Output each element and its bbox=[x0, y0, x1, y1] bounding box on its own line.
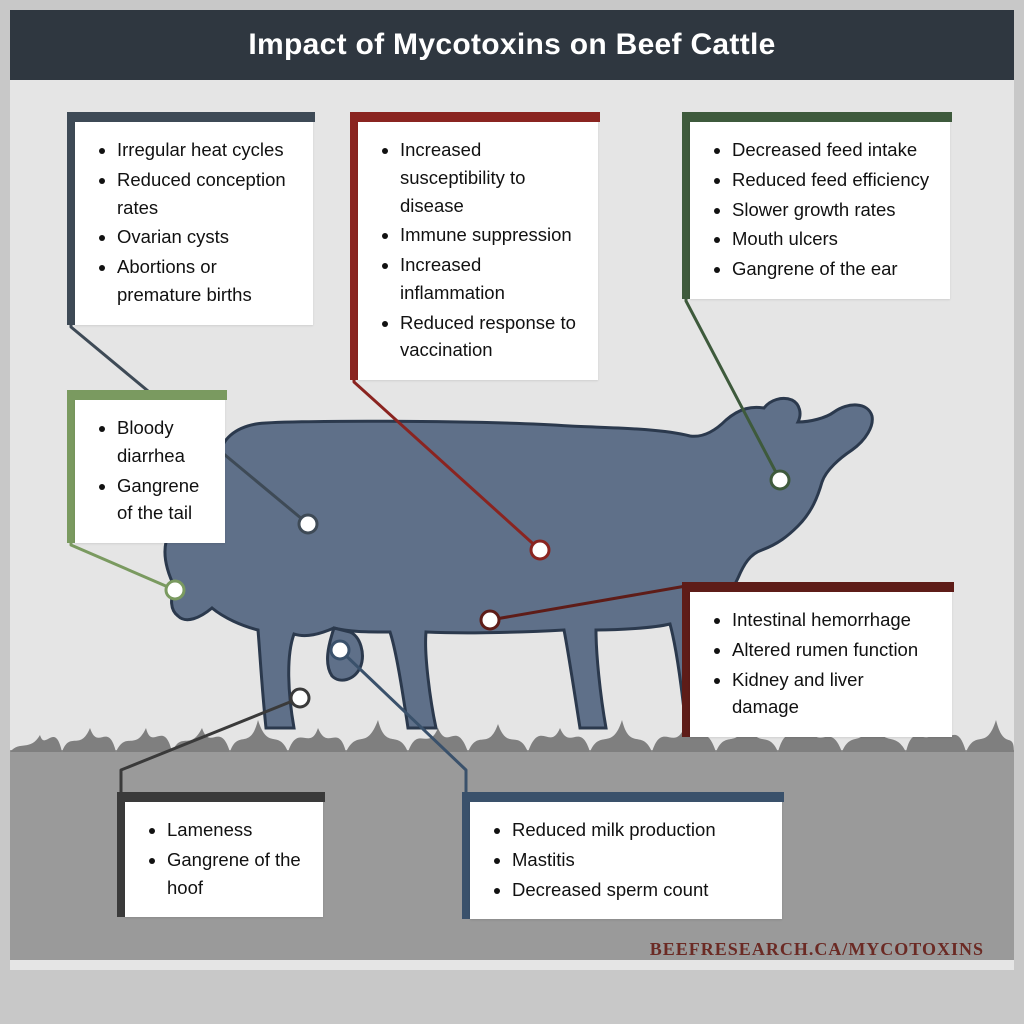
page-title: Impact of Mycotoxins on Beef Cattle bbox=[10, 10, 1014, 80]
footer-url: BEEFRESEARCH.CA/MYCOTOXINS bbox=[650, 939, 984, 960]
callout-item: Abortions or premature births bbox=[117, 253, 295, 309]
callout-item: Reduced conception rates bbox=[117, 166, 295, 222]
callout-udder: Reduced milk productionMastitisDecreased… bbox=[470, 800, 782, 919]
callout-list: Intestinal hemorrhageAltered rumen funct… bbox=[714, 606, 934, 721]
callout-item: Kidney and liver damage bbox=[732, 666, 934, 722]
box-accent bbox=[682, 112, 952, 122]
callout-feed: Decreased feed intakeReduced feed effici… bbox=[690, 120, 950, 299]
callout-item: Ovarian cysts bbox=[117, 223, 295, 251]
callout-item: Immune suppression bbox=[400, 221, 580, 249]
callout-item: Gangrene of the ear bbox=[732, 255, 932, 283]
callout-item: Slower growth rates bbox=[732, 196, 932, 224]
callout-item: Reduced milk production bbox=[512, 816, 764, 844]
callout-item: Bloody diarrhea bbox=[117, 414, 207, 470]
callout-item: Intestinal hemorrhage bbox=[732, 606, 934, 634]
callout-immune: Increased susceptibility to diseaseImmun… bbox=[358, 120, 598, 380]
callout-item: Irregular heat cycles bbox=[117, 136, 295, 164]
box-accent bbox=[350, 112, 600, 122]
box-accent bbox=[67, 112, 315, 122]
callout-hoof: LamenessGangrene of the hoof bbox=[125, 800, 323, 917]
box-accent bbox=[117, 792, 325, 802]
callout-list: Reduced milk productionMastitisDecreased… bbox=[494, 816, 764, 903]
box-accent bbox=[67, 390, 227, 400]
callout-list: Irregular heat cyclesReduced conception … bbox=[99, 136, 295, 309]
callout-item: Gangrene of the tail bbox=[117, 472, 207, 528]
outer-frame: Impact of Mycotoxins on Beef Cattle bbox=[0, 0, 1024, 1024]
callout-item: Reduced response to vaccination bbox=[400, 309, 580, 365]
callout-item: Mouth ulcers bbox=[732, 225, 932, 253]
callout-reproduction: Irregular heat cyclesReduced conception … bbox=[75, 120, 313, 325]
callout-list: LamenessGangrene of the hoof bbox=[149, 816, 305, 901]
callout-item: Gangrene of the hoof bbox=[167, 846, 305, 902]
callout-item: Altered rumen function bbox=[732, 636, 934, 664]
diagram-canvas: Irregular heat cyclesReduced conception … bbox=[10, 80, 1014, 960]
callout-item: Mastitis bbox=[512, 846, 764, 874]
callout-item: Decreased feed intake bbox=[732, 136, 932, 164]
callout-item: Decreased sperm count bbox=[512, 876, 764, 904]
callout-item: Increased inflammation bbox=[400, 251, 580, 307]
callout-tail: Bloody diarrheaGangrene of the tail bbox=[75, 398, 225, 543]
callout-item: Reduced feed efficiency bbox=[732, 166, 932, 194]
callout-organs: Intestinal hemorrhageAltered rumen funct… bbox=[690, 590, 952, 737]
callout-list: Increased susceptibility to diseaseImmun… bbox=[382, 136, 580, 364]
callout-item: Lameness bbox=[167, 816, 305, 844]
box-accent bbox=[682, 582, 954, 592]
callout-list: Decreased feed intakeReduced feed effici… bbox=[714, 136, 932, 283]
callout-item: Increased susceptibility to disease bbox=[400, 136, 580, 219]
callout-list: Bloody diarrheaGangrene of the tail bbox=[99, 414, 207, 527]
box-accent bbox=[462, 792, 784, 802]
page: Impact of Mycotoxins on Beef Cattle bbox=[10, 10, 1014, 970]
